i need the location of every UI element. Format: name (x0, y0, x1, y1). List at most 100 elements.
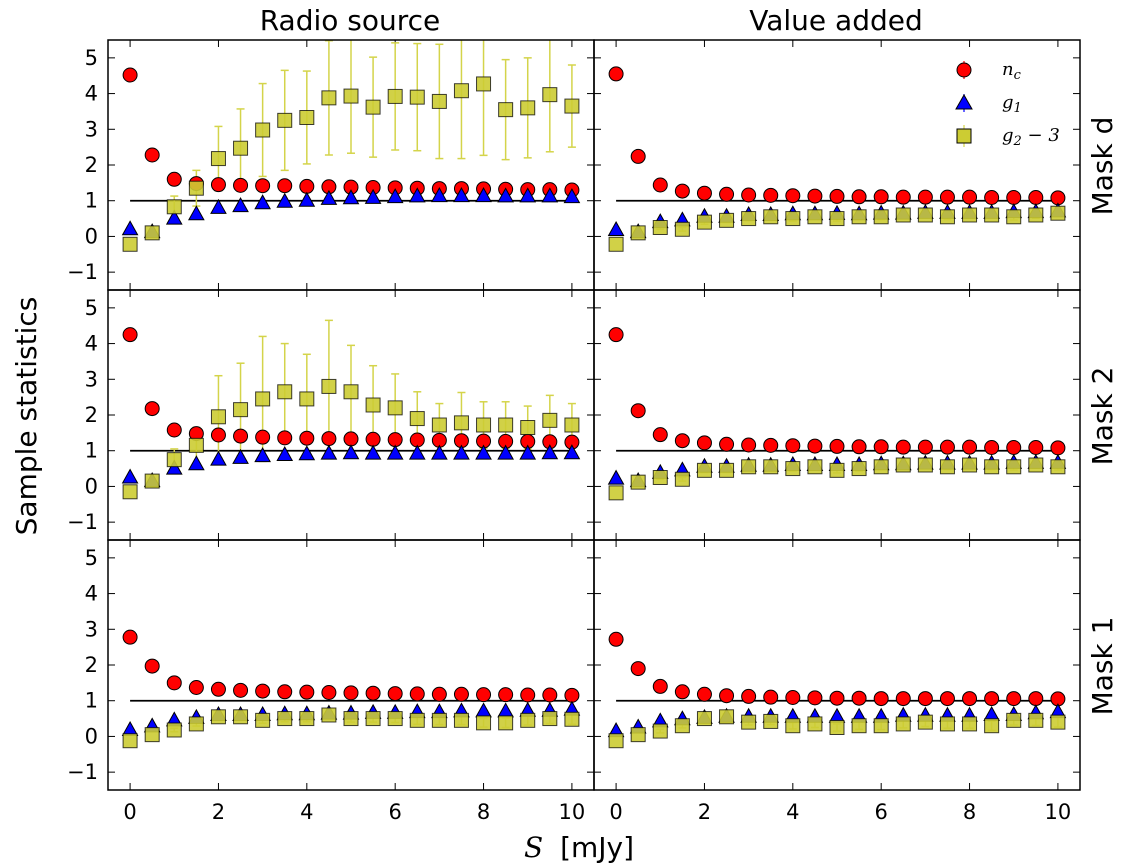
legend: nc g1 g2 − 3 (955, 59, 1060, 149)
row-title-mask-1: Mask 1 (1086, 617, 1119, 716)
nc-point (277, 430, 293, 446)
g2-point (387, 88, 403, 104)
g2-point (608, 733, 624, 749)
g1-point (386, 444, 404, 460)
y-tick-label: 4 (85, 82, 98, 106)
nc-point (431, 686, 447, 702)
nc-point (299, 684, 315, 700)
g2-point (520, 100, 536, 116)
g2-point (851, 209, 867, 225)
g2-point (785, 211, 801, 227)
nc-point (895, 439, 911, 455)
g2-point (719, 462, 735, 478)
panel-r1-c1-data (607, 327, 1067, 501)
nc-point (365, 431, 381, 447)
g1-point (210, 450, 227, 466)
g2-point (166, 452, 182, 468)
x-tick-label: 4 (786, 800, 799, 824)
nc-point (741, 187, 757, 203)
g2-point (652, 723, 668, 739)
g2-point (233, 140, 249, 156)
g1-point (165, 209, 183, 225)
nc-point (851, 439, 867, 455)
nc-point (1028, 440, 1044, 455)
g1-point (563, 188, 581, 204)
y-tick-label: 5 (85, 546, 98, 570)
nc-point (873, 439, 889, 455)
nc-point (1006, 440, 1022, 455)
g2-point (387, 400, 403, 416)
g2-point (188, 437, 204, 453)
nc-point (1050, 440, 1066, 456)
nc-point (939, 691, 955, 707)
g2-point (409, 712, 425, 728)
x-tick-label: 10 (559, 800, 586, 824)
x-tick-label: 6 (874, 800, 887, 824)
g2-point (542, 711, 558, 727)
g2-point (453, 712, 469, 728)
g2-point (564, 711, 580, 727)
y-tick-label: 0 (85, 224, 98, 248)
nc-point (498, 687, 514, 703)
nc-point (166, 675, 182, 691)
g2-point (696, 214, 712, 230)
g2-point (321, 378, 337, 394)
nc-point (785, 690, 801, 705)
nc-point (166, 171, 182, 187)
nc-point (255, 178, 271, 194)
nc-point (210, 427, 226, 443)
g2-point (962, 457, 978, 473)
g1-point (497, 444, 514, 460)
g2-point (122, 733, 138, 749)
g2-point (520, 420, 536, 435)
g2-point (696, 711, 712, 727)
g2-point (719, 709, 735, 725)
nc-point (719, 186, 735, 202)
y-tick-label: 3 (85, 617, 98, 641)
g2-point (873, 459, 889, 475)
x-tick-label: 0 (609, 800, 622, 824)
g2-point (608, 236, 624, 252)
nc-point (321, 685, 337, 700)
g2-point (343, 384, 359, 400)
y-tick-label: 1 (85, 689, 98, 713)
g2-point (476, 76, 492, 92)
g2-point (962, 716, 978, 732)
nc-point (895, 189, 911, 205)
g2-point (939, 459, 955, 475)
nc-point (763, 689, 779, 705)
g2-point (277, 384, 293, 400)
g2-point (1050, 714, 1066, 730)
g1-point (541, 187, 559, 203)
g2-point (431, 712, 447, 728)
nc-point (674, 183, 690, 199)
g2-point (233, 709, 249, 725)
nc-point (277, 178, 293, 194)
g1-point (254, 194, 271, 210)
row-title-mask-2: Mask 2 (1086, 367, 1119, 466)
g2-point (299, 110, 315, 125)
g1-point (254, 447, 271, 463)
nc-point (829, 188, 845, 204)
g2-point (674, 718, 690, 734)
g1-point (453, 444, 470, 460)
nc-point (829, 438, 845, 454)
nc-point (984, 190, 1000, 205)
panel-r2-c0-data (121, 629, 581, 749)
column-title-value-added: Value added (749, 4, 923, 37)
g2-point (851, 461, 867, 477)
g2-point (166, 199, 182, 215)
g2-point (1050, 205, 1066, 221)
nc-point (696, 686, 712, 702)
g2-point (962, 207, 978, 223)
g2-point (785, 461, 801, 477)
panel-r1-c1 (593, 289, 1081, 541)
g2-point (741, 211, 757, 227)
nc-point (1006, 190, 1022, 205)
g2-point (255, 712, 271, 728)
g2-point (453, 415, 469, 431)
nc-point (674, 433, 690, 449)
g2-point (542, 412, 558, 428)
g1-point (298, 191, 316, 207)
legend-g1-marker (955, 93, 973, 110)
